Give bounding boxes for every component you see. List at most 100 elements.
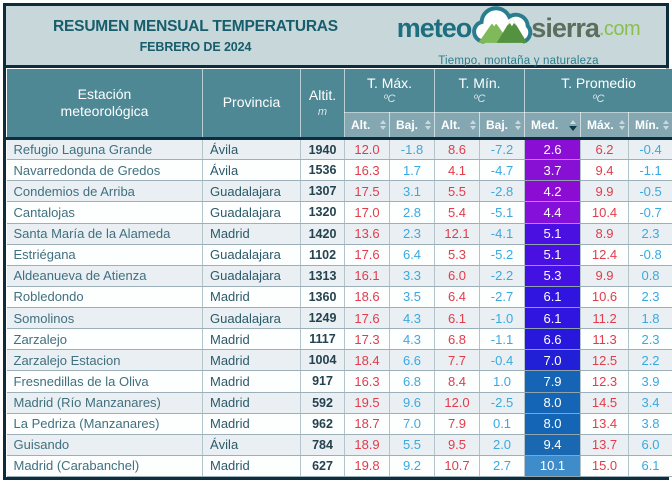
tavg-min-value: 3.4 (628, 392, 672, 414)
tavg-max-value: 10.6 (580, 286, 630, 309)
province-header-label: Provincia (222, 94, 281, 111)
sort-arrows-icon (515, 120, 522, 130)
altitude: 1420 (300, 223, 345, 245)
station-name: La Pedriza (Manzanares) (6, 413, 203, 435)
tmax-baja-value: 9.6 (389, 392, 435, 414)
station-name: Zarzalejo Estacion (6, 349, 203, 372)
tmax-baja-value: 9.2 (389, 455, 435, 478)
tavg-min-value: 6.0 (628, 434, 672, 456)
tmin-baja-value: 2.0 (479, 434, 526, 456)
tavg-min-value: -0.5 (628, 180, 672, 203)
station-name: Navarredonda de Gredos (6, 159, 203, 182)
altitude: 917 (300, 370, 345, 393)
province: Guadalajara (202, 307, 301, 330)
table-row: Fresnedillas de la Oliva Madrid 917 16.3 6.8… (6, 370, 672, 393)
province: Madrid (202, 223, 301, 245)
temperature-table: Estación meteorológica Provincia Altit. … (6, 68, 672, 478)
tavg-media-value: 6.6 (524, 328, 582, 351)
tavg-media-value: 7.0 (524, 349, 582, 372)
tmax-baja-value: -1.8 (389, 138, 435, 161)
tmax-alta-value: 18.4 (344, 349, 390, 372)
tmin-alta-value: 12.0 (434, 392, 480, 414)
tavg-media-value: 8.0 (524, 392, 582, 414)
tavg-max-value: 13.4 (580, 413, 630, 435)
tavg-max-value: 10.4 (580, 201, 630, 224)
group-header-tavg: T. Promedio ºC (524, 68, 672, 113)
station-name: Guisando (6, 434, 203, 456)
station-name: Fresnedillas de la Oliva (6, 370, 203, 393)
tmax-alta-value: 13.6 (344, 223, 390, 245)
tmin-baja-value: -5.2 (479, 244, 526, 266)
tavg-media-value: 4.4 (524, 201, 582, 224)
tmin-alta-value: 9.5 (434, 434, 480, 456)
sort-header-tmax-alta[interactable]: Alt. (344, 112, 390, 140)
tmin-baja-label: Baj. (486, 118, 509, 132)
tavg-max-value: 9.4 (580, 159, 630, 182)
tavg-media-value: 3.7 (524, 159, 582, 182)
tmax-alta-value: 12.0 (344, 138, 390, 161)
table-row: Santa María de la Alameda Madrid 1420 13.6 2… (6, 223, 672, 245)
tavg-max-value: 12.5 (580, 349, 630, 372)
sort-header-tmax-baja[interactable]: Baj. (389, 112, 435, 140)
tmax-alta-value: 18.9 (344, 434, 390, 456)
table-row: Zarzalejo Madrid 1117 17.3 4.3 6.8 -1.1 6.6 11.3… (6, 328, 672, 351)
sort-header-tmin-alta[interactable]: Alt. (434, 112, 480, 140)
title-block: RESUMEN MENSUAL TEMPERATURAS FEBRERO DE … (6, 18, 371, 54)
altitude: 1004 (300, 349, 345, 372)
sort-arrows-icon-active (569, 119, 578, 131)
station-header-line2: meteorológica (60, 103, 149, 119)
tavg-min-value: -0.4 (628, 138, 672, 161)
altitude: 1536 (300, 159, 345, 182)
tmax-unit-label: ºC (383, 93, 396, 106)
altitude: 1360 (300, 286, 345, 309)
tmin-alta-value: 6.8 (434, 328, 480, 351)
province: Madrid (202, 455, 301, 478)
tmax-alta-value: 16.1 (344, 265, 390, 287)
table-row: Navarredonda de Gredos Ávila 1536 16.3 1.7 4.… (6, 159, 672, 182)
table-row: Guisando Ávila 784 18.9 5.5 9.5 2.0 9.4 13.7 6.0 (6, 434, 672, 456)
altitude: 1940 (300, 138, 345, 161)
tmin-baja-value: -4.7 (479, 159, 526, 182)
sort-header-tavg-media[interactable]: Med. (524, 112, 582, 140)
sort-header-tavg-max[interactable]: Máx. (580, 112, 630, 140)
tmin-baja-value: -2.7 (479, 286, 526, 309)
station-name: Aldeanueva de Atienza (6, 265, 203, 287)
page-title: RESUMEN MENSUAL TEMPERATURAS (53, 17, 338, 35)
sort-header-tmin-baja[interactable]: Baj. (478, 112, 526, 140)
tmin-alta-value: 5.5 (434, 180, 480, 203)
tmax-alta-value: 17.5 (344, 180, 390, 203)
station-name: Santa María de la Alameda (6, 223, 203, 245)
altitude: 1102 (300, 244, 345, 266)
tmax-alta-value: 16.3 (344, 370, 390, 393)
tavg-min-value: 2.3 (628, 223, 672, 245)
sort-arrows-icon (663, 120, 670, 130)
logo-text-meteo: meteo (396, 13, 473, 43)
tmax-group-label: T. Máx. (366, 74, 413, 91)
tavg-media-value: 5.3 (524, 265, 582, 287)
tmin-alta-value: 8.4 (434, 370, 480, 393)
sort-arrows-icon (619, 120, 626, 130)
altitude: 1313 (300, 265, 345, 287)
tavg-min-value: 3.8 (628, 413, 672, 435)
sort-arrows-icon (380, 120, 386, 130)
logo-text-sierra: sierra (531, 13, 600, 43)
tmax-alta-value: 17.6 (344, 307, 390, 330)
table-row: Somolinos Guadalajara 1249 17.6 4.3 6.1 -1.0 6.… (6, 307, 672, 330)
tmin-baja-value: -1.0 (479, 307, 526, 330)
province: Madrid (202, 392, 301, 414)
sort-header-tavg-min[interactable]: Mín. (628, 112, 672, 140)
station-name: Estriégana (6, 244, 203, 266)
tmin-baja-value: -1.1 (479, 328, 526, 351)
group-header-tmin: T. Mín. ºC (433, 68, 526, 113)
altitude: 627 (300, 455, 345, 478)
tmin-alta-value: 5.4 (434, 201, 480, 224)
table-row: Zarzalejo Estacion Madrid 1004 18.4 6.6 7.7 -0… (6, 349, 672, 372)
tavg-min-value: 1.8 (628, 307, 672, 330)
station-name: Somolinos (6, 307, 203, 330)
tmax-baja-value: 3.3 (389, 265, 435, 287)
meteosierra-logo: meteo sierra .com Tiempo, montaña y natu (371, 5, 666, 67)
logo-tagline: Tiempo, montaña y naturaleza (438, 54, 599, 67)
province: Ávila (202, 138, 301, 161)
tmax-alta-label: Alt. (351, 118, 371, 132)
tavg-max-value: 11.3 (580, 328, 630, 351)
